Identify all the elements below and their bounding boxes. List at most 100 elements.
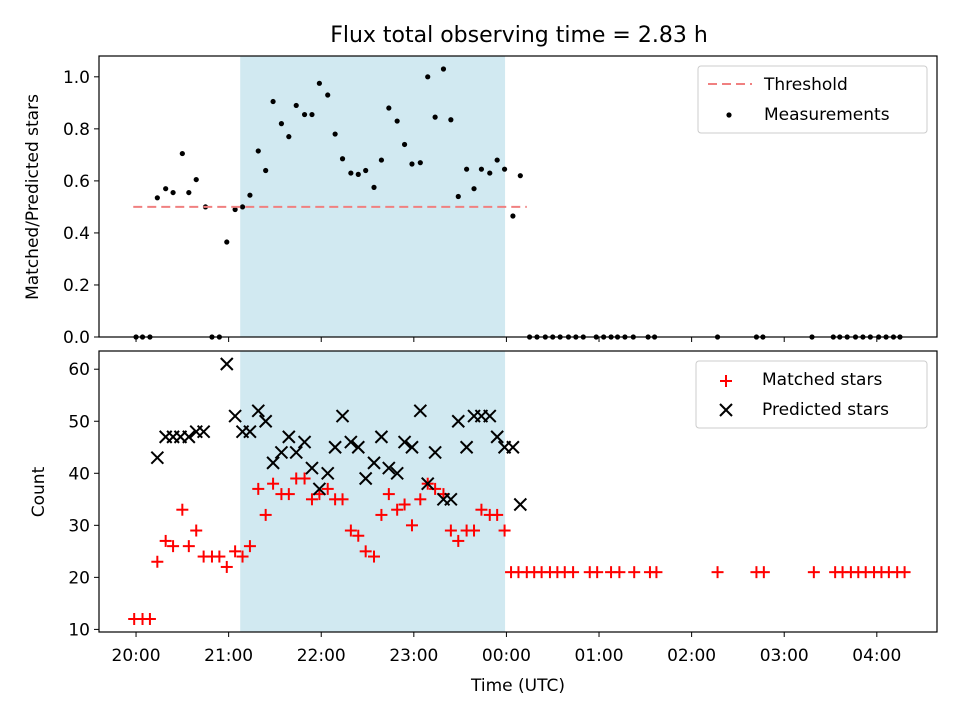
measurement-point — [471, 186, 477, 192]
top-x-ticks — [135, 337, 878, 342]
matched-point — [382, 488, 395, 501]
matched-point — [757, 566, 770, 579]
matched-point — [321, 482, 334, 495]
measurement-point — [301, 111, 308, 118]
measurement-point — [378, 157, 385, 163]
predicted-point — [490, 430, 504, 444]
measurement-point — [355, 171, 361, 177]
top-plot-frame — [98, 55, 938, 338]
measurement-point — [263, 167, 269, 174]
measurement-point — [179, 150, 185, 157]
y-tick-label: 0.8 — [63, 120, 90, 140]
x-tick-label: 22:00 — [297, 646, 346, 666]
bottom-x-axis: 20:00 21:00 22:00 23:00 00:00 01:00 02:00 03:00… — [112, 632, 901, 666]
y-tick-label: 0.0 — [63, 328, 90, 348]
matched-point — [252, 482, 265, 495]
top-y-axis-label: Matched/Predicted stars — [23, 94, 43, 300]
y-tick-label: 40 — [68, 464, 90, 484]
top-y-axis: 0.0 0.2 0.4 0.6 0.8 1.0 — [63, 68, 99, 348]
top-legend: Threshold Measurements — [697, 65, 928, 134]
matched-point — [359, 545, 372, 558]
predicted-point — [274, 445, 289, 460]
matched-point — [176, 503, 189, 516]
measurement-point — [464, 166, 470, 172]
matched-point — [267, 477, 280, 490]
matched-point — [167, 540, 180, 553]
y-tick-label: 30 — [68, 516, 90, 536]
matched-point — [352, 529, 365, 542]
measurement-point — [154, 195, 160, 201]
matched-point — [414, 493, 427, 506]
predicted-point — [405, 440, 419, 454]
predicted-point — [382, 461, 396, 475]
predicted-point — [335, 409, 350, 423]
y-tick-label: 0.2 — [63, 276, 90, 296]
predicted-point — [312, 482, 327, 496]
predicted-point — [483, 409, 497, 423]
measurement-point — [440, 66, 447, 72]
measurement-point — [417, 160, 423, 166]
predicted-point — [367, 456, 381, 470]
y-tick-label: 0.6 — [63, 172, 90, 192]
top-points-layer — [133, 66, 903, 340]
matched-point — [229, 545, 242, 558]
measurement-point — [448, 117, 454, 123]
predicted-point — [459, 440, 474, 454]
top-legend-box — [697, 65, 928, 134]
bottom-y-axis: 10 20 30 40 50 60 — [68, 360, 99, 640]
matched-point — [628, 566, 641, 579]
predicted-point — [196, 424, 211, 439]
matched-point — [298, 472, 311, 485]
predicted-point — [258, 414, 273, 428]
matched-point — [243, 540, 256, 553]
measurements-legend-label: Measurements — [764, 105, 890, 125]
y-tick-label: 1.0 — [63, 68, 90, 88]
predicted-point — [321, 466, 335, 480]
matched-point — [405, 519, 418, 532]
matched-point — [567, 566, 580, 579]
measurement-point — [186, 189, 192, 196]
measurement-point — [293, 102, 299, 109]
measurement-point — [401, 141, 408, 148]
bottom-plot-frame — [98, 350, 938, 633]
matched-point — [220, 560, 233, 573]
predicted-point — [289, 445, 303, 460]
predicted-point — [390, 466, 404, 480]
matched-point — [807, 566, 820, 579]
matched-point — [711, 566, 724, 579]
measurement-point — [255, 148, 261, 154]
matched-point — [236, 550, 249, 563]
matched-point — [368, 550, 381, 563]
predicted-point — [150, 450, 165, 465]
predicted-point — [397, 435, 412, 449]
predicted-point — [358, 471, 373, 486]
x-tick-label: 21:00 — [204, 646, 253, 666]
measurement-point — [286, 134, 292, 140]
matched-point — [898, 566, 911, 579]
measurement-point — [394, 118, 400, 124]
matched-point — [391, 503, 404, 516]
matched-point — [475, 503, 488, 516]
predicted-point — [428, 445, 442, 460]
x-tick-label: 03:00 — [760, 646, 809, 666]
measurement-point — [170, 189, 176, 196]
measurement-point — [339, 156, 346, 162]
matched-point — [613, 566, 626, 579]
bottom-points-layer — [128, 357, 911, 625]
bottom-legend: Matched stars Predicted stars — [695, 360, 928, 429]
top-shaded-interval — [240, 55, 506, 338]
predicted-point — [344, 435, 358, 449]
measurement-point — [247, 192, 253, 198]
measurement-point — [371, 184, 377, 190]
predicted-point — [228, 409, 242, 423]
measurement-point — [163, 186, 169, 192]
measurement-point — [309, 111, 315, 118]
matched-point — [398, 498, 411, 511]
x-tick-label: 00:00 — [482, 646, 531, 666]
y-tick-label: 0.4 — [63, 224, 90, 244]
measurement-point — [386, 105, 392, 111]
predicted-point — [374, 430, 389, 444]
y-tick-label: 10 — [68, 620, 90, 640]
matched-point — [468, 524, 481, 537]
